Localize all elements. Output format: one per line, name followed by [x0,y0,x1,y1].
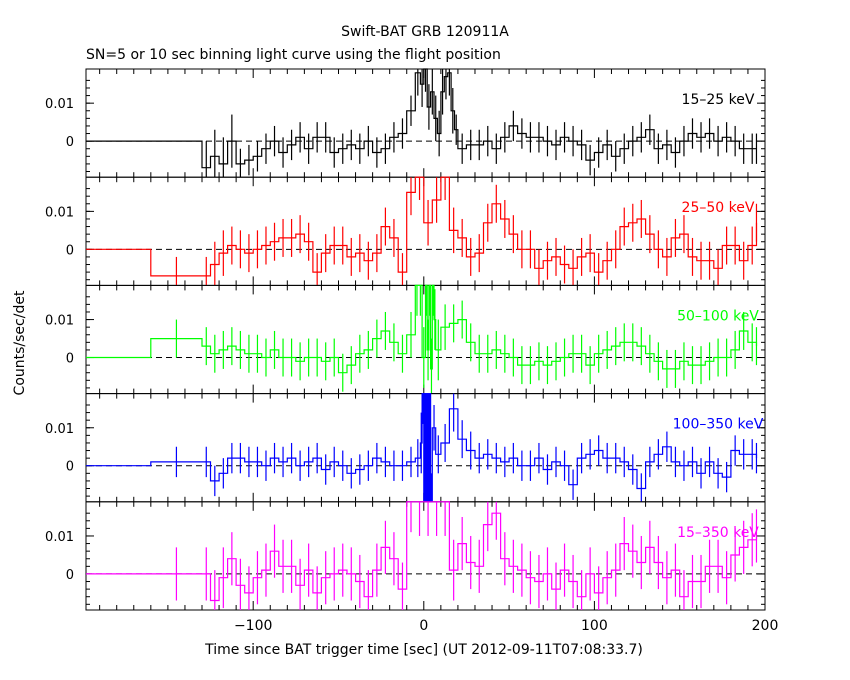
series-label: 15–25 keV [682,92,755,108]
y-tick-label: 0.01 [45,314,74,329]
series-1 [86,68,758,178]
chart-title: Swift-BAT GRB 120911A [341,24,509,40]
series-label: 50–100 keV [677,308,759,324]
panels-group: 0 0.01 15–25 keV 0 0.01 25–50 keV 0 0.01 50–100 … [45,68,779,634]
y-tick-label: 0.01 [45,530,74,545]
panel-5: 0 0.01 15–350 keV [45,501,766,611]
series-line [86,176,758,277]
series-line [86,501,758,602]
series-4 [86,393,758,503]
x-axis-label: Time since BAT trigger time [sec] (UT 20… [204,642,643,658]
panel-frame [85,176,766,286]
x-tick-label: 100 [581,618,608,634]
x-tick-label: 200 [752,618,779,634]
panel-2: 0 0.01 25–50 keV [45,176,766,286]
y-tick-label: 0 [66,568,74,583]
x-tick-label: −100 [234,618,272,634]
series-line [86,68,757,169]
y-tick-label: 0 [66,460,74,475]
y-axis-label: Counts/sec/det [12,290,28,395]
y-tick-label: 0 [66,243,74,258]
y-tick-label: 0.01 [45,422,74,437]
y-tick-label: 0 [66,135,74,150]
panel-3: 0 0.01 50–100 keV [45,284,766,395]
panel-1: 0 0.01 15–25 keV [45,68,766,178]
series-label: 25–50 keV [682,200,755,216]
series-3 [86,284,758,394]
series-line [86,284,758,374]
panel-4: 0 0.01 100–350 keV [45,393,766,503]
series-label: 15–350 keV [677,525,759,541]
y-tick-label: 0.01 [45,205,74,220]
y-tick-label: 0.01 [45,97,74,112]
x-tick-label: 0 [419,618,428,634]
y-tick-label: 0 [66,352,74,367]
series-5 [86,501,758,610]
panel-frame [85,501,766,611]
series-2 [86,176,758,286]
chart-subtitle: SN=5 or 10 sec binning light curve using… [86,47,501,63]
series-label: 100–350 keV [673,417,764,433]
